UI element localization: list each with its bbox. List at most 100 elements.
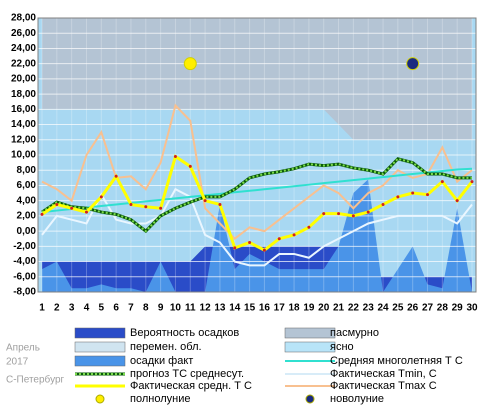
legend-swatch: [284, 341, 336, 353]
legend-swatch: [284, 327, 336, 339]
x-tick-label: 23: [363, 303, 375, 314]
x-tick-label: 20: [318, 303, 330, 314]
point: [262, 248, 266, 252]
x-tick-label: 5: [99, 303, 105, 314]
x-tick-label: 2: [54, 303, 60, 314]
point: [337, 212, 341, 216]
y-tick-label: 24,00: [11, 43, 36, 54]
y-tick-label: 10,00: [11, 150, 36, 161]
x-tick-label: 18: [289, 303, 301, 314]
city: С-Петербург: [6, 374, 65, 386]
point: [218, 202, 222, 206]
y-tick-label: 6,00: [17, 180, 37, 191]
x-tick-label: 9: [158, 303, 164, 314]
point: [84, 210, 88, 214]
legend-swatch: [305, 394, 315, 404]
x-tick-label: 15: [244, 303, 256, 314]
line: [41, 154, 474, 252]
point: [248, 241, 252, 245]
legend-label: полнолуние: [130, 393, 190, 405]
point: [188, 164, 192, 168]
x-tick-label: 4: [84, 303, 90, 314]
month: Апрель: [6, 343, 40, 354]
point: [322, 212, 326, 216]
moon: [406, 57, 420, 71]
legend-label: Вероятность осадков: [130, 327, 239, 339]
moon: [183, 57, 197, 71]
legend-label: Фактическая средн. Т С: [130, 380, 252, 392]
legend-label: осадки факт: [130, 355, 193, 367]
y-tick-label: 26,00: [11, 28, 36, 39]
x-tick-label: 19: [303, 303, 315, 314]
point: [277, 237, 281, 241]
legend-swatch: [95, 394, 105, 404]
point: [351, 214, 355, 218]
point: [114, 174, 118, 178]
x-tick-label: 1: [39, 303, 45, 314]
y-tick-label: -8,00: [13, 287, 36, 298]
y-tick-label: 2,00: [17, 211, 37, 222]
x-tick-label: 25: [392, 303, 404, 314]
y-tick-label: 0,00: [17, 226, 37, 237]
point: [292, 233, 296, 237]
point: [70, 206, 74, 210]
legend-swatch: [74, 327, 126, 339]
x-tick-label: 14: [229, 303, 241, 314]
x-tick-label: 7: [128, 303, 134, 314]
point: [144, 205, 148, 209]
legend-label: прогноз ТС среднесут.: [130, 368, 244, 380]
x-tick-label: 12: [200, 303, 212, 314]
legend-label: Фактическая Tmin, C: [330, 368, 437, 380]
point: [55, 202, 59, 206]
line: [41, 167, 473, 214]
y-tick-label: 20,00: [11, 74, 36, 85]
point: [307, 225, 311, 229]
point: [99, 195, 103, 199]
x-tick-label: 26: [407, 303, 419, 314]
legend-label: Фактическая Tmax C: [330, 380, 437, 392]
y-tick-label: -2,00: [13, 241, 36, 252]
y-tick-label: 12,00: [11, 134, 36, 145]
point: [173, 155, 177, 159]
point: [455, 199, 459, 203]
x-tick-label: 16: [259, 303, 271, 314]
point: [159, 206, 163, 210]
y-tick-label: 22,00: [11, 58, 36, 69]
legend-label: перемен. обл.: [130, 341, 202, 353]
y-tick-label: 8,00: [17, 165, 37, 176]
point: [381, 202, 385, 206]
x-tick-label: 24: [377, 303, 389, 314]
x-tick-label: 29: [452, 303, 464, 314]
point: [470, 180, 474, 184]
y-tick-label: 18,00: [11, 89, 36, 100]
point: [440, 180, 444, 184]
legend-swatch: [74, 341, 126, 353]
x-tick-label: 28: [437, 303, 449, 314]
point: [233, 246, 237, 250]
plot-frame: [37, 17, 477, 293]
y-tick-label: 4,00: [17, 195, 37, 206]
legend-swatch: [74, 355, 126, 367]
x-tick-label: 27: [422, 303, 434, 314]
line: [41, 187, 473, 267]
point: [129, 202, 133, 206]
x-tick-label: 21: [333, 303, 345, 314]
x-tick-label: 8: [143, 303, 149, 314]
line-dots: [41, 157, 472, 233]
x-tick-label: 3: [69, 303, 75, 314]
line: [41, 103, 473, 241]
x-tick-label: 10: [170, 303, 182, 314]
point: [40, 212, 44, 216]
legend-label: новолуние: [330, 393, 384, 405]
x-tick-label: 22: [348, 303, 360, 314]
legend-label: ясно: [330, 341, 354, 353]
x-tick-label: 13: [214, 303, 226, 314]
y-tick-label: 28,00: [11, 13, 36, 24]
x-tick-label: 17: [274, 303, 286, 314]
y-tick-label: -4,00: [13, 256, 36, 267]
area: [42, 179, 472, 292]
point: [203, 199, 207, 203]
legend-label: Средняя многолетняя Т С: [330, 355, 463, 367]
y-tick-label: 14,00: [11, 119, 36, 130]
